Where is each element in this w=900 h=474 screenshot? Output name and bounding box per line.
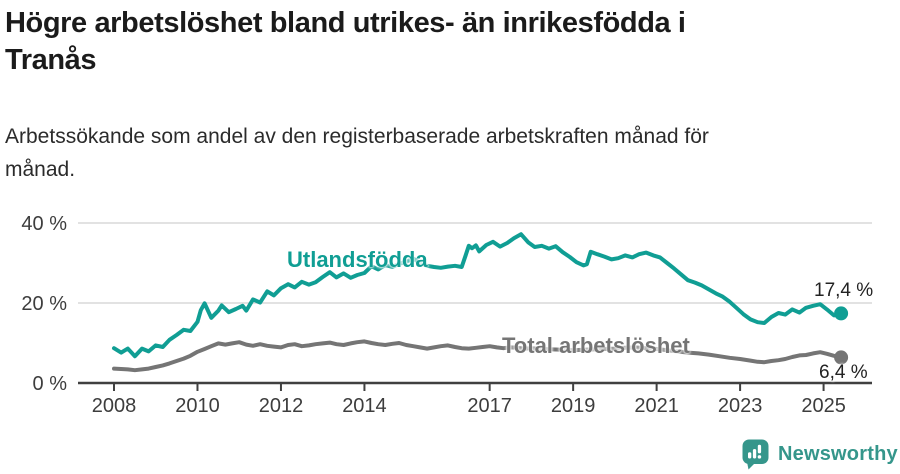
x-tick-label: 2014: [342, 395, 387, 417]
page-title: Högre arbetslöshet bland utrikes- än inr…: [5, 5, 686, 79]
x-tick-label: 2019: [551, 395, 596, 417]
y-tick-label: 20 %: [21, 293, 67, 315]
newsworthy-logo-icon: [742, 439, 769, 469]
x-tick-label: 2025: [801, 395, 846, 417]
series-label-total-arbetsloshet: Total arbetslöshet: [502, 333, 690, 358]
chart-subtitle-line-1: Arbetssökande som andel av den registerb…: [5, 125, 709, 148]
end-value-label-total-arbetsloshet: 6,4 %: [819, 362, 868, 383]
series-end-dot-0: [834, 306, 849, 321]
x-tick-label: 2008: [92, 395, 137, 417]
chart-subtitle-line-2: månad.: [5, 158, 76, 181]
series-line-1: [112, 339, 844, 373]
x-tick-label: 2023: [718, 395, 763, 417]
newsworthy-brand-link[interactable]: Newsworthy: [742, 438, 898, 470]
page-title-line-1: Högre arbetslöshet bland utrikes- än inr…: [5, 7, 686, 39]
x-tick-label: 2012: [259, 395, 304, 417]
x-tick-label: 2021: [634, 395, 679, 417]
page-title-line-2: Tranås: [5, 44, 97, 76]
series-end-dot-1: [834, 350, 849, 365]
end-value-label-utlandsfodda: 17,4 %: [814, 280, 874, 301]
series-line-0: [112, 232, 844, 359]
series-label-utlandsfodda: Utlandsfödda: [287, 247, 428, 272]
x-tick-label: 2010: [175, 395, 220, 417]
x-tick-label: 2017: [467, 395, 512, 417]
y-tick-label: 0 %: [33, 373, 68, 395]
y-tick-label: 40 %: [21, 213, 67, 235]
newsworthy-brand-text: Newsworthy: [778, 442, 898, 465]
chart-subtitle: Arbetssökande som andel av den registerb…: [5, 120, 709, 186]
